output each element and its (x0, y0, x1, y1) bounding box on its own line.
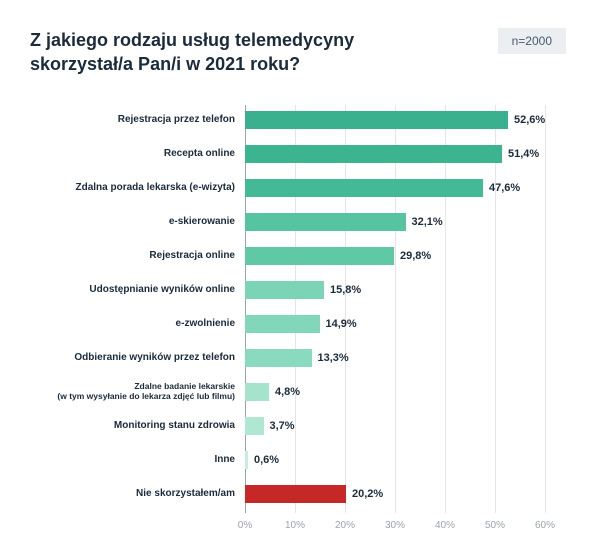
bar-label: Zdalna porada lekarska (e-wizyta) (30, 182, 245, 194)
bar: 3,7% (245, 417, 264, 435)
x-axis-label: 20% (335, 520, 355, 531)
bar: 51,4% (245, 145, 502, 163)
bar-value: 47,6% (483, 182, 520, 194)
bar-label: Zdalne badanie lekarskie(w tym wysyłanie… (30, 382, 245, 402)
chart-row: Odbieranie wyników przez telefon13,3% (245, 347, 545, 369)
bar-label: e-skierowanie (30, 216, 245, 228)
bar-label: Inne (30, 454, 245, 466)
bar-chart: 0%10%20%30%40%50%60%Rejestracja przez te… (245, 105, 545, 535)
bar-label: Monitoring stanu zdrowia (30, 420, 245, 432)
chart-row: Nie skorzystałem/am20,2% (245, 483, 545, 505)
x-axis-label: 40% (435, 520, 455, 531)
bar-value: 3,7% (264, 420, 295, 432)
bar: 47,6% (245, 179, 483, 197)
chart-row: Recepta online51,4% (245, 143, 545, 165)
chart-row: Inne0,6% (245, 449, 545, 471)
bar-label: Rejestracja online (30, 250, 245, 262)
bar: 32,1% (245, 213, 406, 231)
bar-value: 15,8% (324, 284, 361, 296)
chart-row: Rejestracja przez telefon52,6% (245, 109, 545, 131)
bar-label: Nie skorzystałem/am (30, 488, 245, 500)
bar-value: 52,6% (508, 114, 545, 126)
chart-row: Udostępnianie wyników online15,8% (245, 279, 545, 301)
chart-row: Zdalna porada lekarska (e-wizyta)47,6% (245, 177, 545, 199)
bar-value: 32,1% (406, 216, 443, 228)
bar: 4,8% (245, 383, 269, 401)
chart-row: e-skierowanie32,1% (245, 211, 545, 233)
bar-label: Recepta online (30, 148, 245, 160)
bar: 52,6% (245, 111, 508, 129)
bar-value: 51,4% (502, 148, 539, 160)
bar-value: 14,9% (320, 318, 357, 330)
bar: 0,6% (245, 451, 248, 469)
chart-header: Z jakiego rodzaju usług telemedycyny sko… (30, 28, 566, 77)
bar-value: 13,3% (312, 352, 349, 364)
chart-title: Z jakiego rodzaju usług telemedycyny sko… (30, 28, 410, 77)
bar-label: Udostępnianie wyników online (30, 284, 245, 296)
chart-row: Monitoring stanu zdrowia3,7% (245, 415, 545, 437)
x-axis-label: 50% (485, 520, 505, 531)
bar-label: Rejestracja przez telefon (30, 114, 245, 126)
bar-value: 4,8% (269, 386, 300, 398)
chart-row: e-zwolnienie14,9% (245, 313, 545, 335)
bar-value: 0,6% (248, 454, 279, 466)
x-axis-label: 10% (285, 520, 305, 531)
bar: 20,2% (245, 485, 346, 503)
x-axis-label: 30% (385, 520, 405, 531)
bar: 15,8% (245, 281, 324, 299)
bar: 29,8% (245, 247, 394, 265)
bar: 13,3% (245, 349, 312, 367)
bar-value: 20,2% (346, 488, 383, 500)
sample-size-badge: n=2000 (498, 28, 566, 54)
bar: 14,9% (245, 315, 320, 333)
bar-value: 29,8% (394, 250, 431, 262)
chart-row: Rejestracja online29,8% (245, 245, 545, 267)
x-axis-label: 60% (535, 520, 555, 531)
bar-label: Odbieranie wyników przez telefon (30, 352, 245, 364)
chart-row: Zdalne badanie lekarskie(w tym wysyłanie… (245, 381, 545, 403)
x-axis-label: 0% (238, 520, 252, 531)
grid-line (545, 105, 546, 513)
bar-label: e-zwolnienie (30, 318, 245, 330)
